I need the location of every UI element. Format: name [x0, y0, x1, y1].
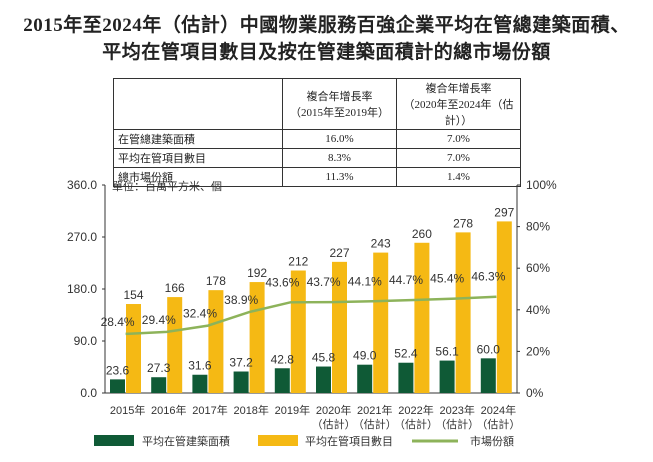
right-tick-label: 80%: [526, 220, 550, 234]
data-label-share: 45.4%: [430, 272, 464, 286]
chart-title-line2: 平均在管項目數目及按在管建築面積計的總市場份額: [102, 42, 551, 63]
data-label-area: 37.2: [229, 356, 253, 370]
bar-projects: [126, 304, 141, 393]
category-label: （估計）: [476, 417, 520, 431]
data-label-share: 38.9%: [224, 293, 258, 307]
left-tick-label: 90.0: [74, 334, 98, 348]
data-label-share: 46.3%: [471, 270, 505, 284]
legend-label-projects: 平均在管項目數目: [305, 434, 393, 448]
data-label-projects: 192: [247, 266, 267, 280]
data-label-projects: 227: [329, 246, 349, 260]
table-header-empty: [113, 78, 283, 130]
right-tick-label: 60%: [526, 261, 550, 275]
bar-area: [439, 360, 455, 393]
right-tick-label: 100%: [526, 178, 557, 192]
right-tick-label: 0%: [526, 386, 544, 400]
data-label-area: 52.4: [394, 347, 418, 361]
data-label-projects: 166: [165, 281, 185, 295]
data-label-projects: 243: [371, 237, 391, 251]
data-label-projects: 212: [288, 255, 308, 269]
legend-swatch-area: [94, 435, 134, 446]
right-tick-label: 40%: [526, 303, 550, 317]
bar-projects: [414, 242, 430, 393]
category-label: 2023年: [439, 403, 474, 417]
data-label-projects: 297: [494, 205, 514, 219]
data-label-share: 29.4%: [142, 313, 176, 327]
left-tick-label: 270.0: [67, 230, 97, 244]
table-header-cagr-2020-2024: 複合年增長率 （2020年至2024年（估計））: [396, 78, 521, 130]
data-label-area: 56.1: [435, 345, 459, 359]
bar-area: [110, 379, 125, 393]
right-tick-label: 20%: [526, 344, 550, 358]
chart-title-line1: 2015年至2024年（估計）中國物業服務百強企業平均在管總建築面積、: [23, 15, 630, 36]
bar-area: [274, 368, 290, 393]
data-label-projects: 278: [453, 216, 473, 230]
bar-area: [151, 377, 167, 393]
data-label-share: 32.4%: [183, 307, 217, 321]
category-label: 2016年: [151, 403, 186, 417]
category-label: 2022年: [398, 403, 433, 417]
category-label: 2017年: [192, 403, 227, 417]
bar-area: [192, 374, 208, 393]
left-tick-label: 180.0: [67, 282, 97, 296]
category-label: 2015年: [110, 403, 145, 417]
line-market-share: [125, 295, 497, 336]
legend-label-share: 市場份額: [470, 434, 514, 448]
bar-projects: [208, 290, 224, 393]
bar-area: [316, 366, 331, 393]
data-label-projects: 178: [206, 274, 226, 288]
bar-area: [480, 358, 496, 393]
data-label-area: 45.8: [312, 351, 336, 365]
left-tick-label: 0.0: [80, 386, 97, 400]
data-label-share: 44.7%: [389, 273, 423, 287]
category-label: 2024年: [481, 403, 516, 417]
category-label: 2019年: [275, 403, 310, 417]
data-label-share: 44.1%: [348, 274, 382, 288]
category-label: （估計）: [353, 417, 397, 431]
category-label: （估計）: [312, 417, 356, 431]
data-label-area: 27.3: [147, 361, 171, 375]
table-row: 總市場份額 11.3% 1.4%: [113, 167, 521, 187]
left-tick-label: 360.0: [67, 178, 97, 192]
category-label: 2021年: [357, 403, 392, 417]
bar-projects: [455, 232, 471, 393]
data-label-area: 23.6: [106, 363, 130, 377]
bar-projects: [332, 261, 347, 393]
data-label-area: 60.0: [477, 342, 501, 356]
category-label: 2020年: [316, 403, 351, 417]
table-header-cagr-2015-2019: 複合年增長率 （2015年至2019年）: [282, 78, 397, 130]
unit-label: 單位：百萬平方米、個: [112, 179, 222, 193]
bar-area: [357, 364, 373, 393]
bar-projects: [167, 297, 183, 393]
category-label: （估計）: [435, 417, 479, 431]
table-row: 平均在管項目數目 8.3% 7.0%: [113, 148, 521, 168]
data-label-projects: 154: [123, 288, 143, 302]
data-label-share: 43.6%: [265, 275, 299, 289]
category-label: （估計）: [394, 417, 438, 431]
bar-area: [233, 371, 249, 393]
data-label-area: 42.8: [271, 352, 295, 366]
bar-projects: [373, 252, 389, 393]
bar-projects: [496, 221, 512, 393]
category-label: 2018年: [233, 403, 268, 417]
data-label-share: 43.7%: [307, 275, 341, 289]
data-label-projects: 260: [412, 227, 432, 241]
bar-area: [398, 362, 414, 393]
cagr-table: 複合年增長率 （2015年至2019年） 複合年增長率 （2020年至2024年（估…: [113, 78, 521, 187]
data-label-area: 49.0: [353, 349, 377, 363]
legend-swatch-projects: [258, 435, 298, 446]
data-label-area: 31.6: [188, 359, 212, 373]
legend-label-area: 平均在管建築面積: [142, 434, 230, 448]
data-label-share: 28.4%: [101, 315, 135, 329]
